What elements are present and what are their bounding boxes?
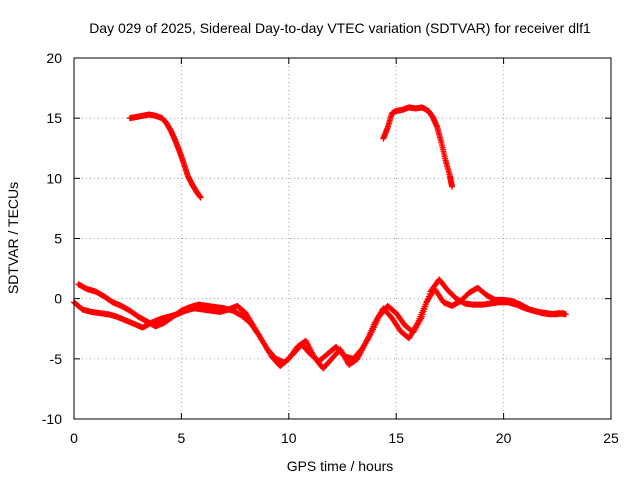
- y-tick-label: 20: [46, 50, 62, 66]
- x-tick-label: 5: [178, 430, 186, 446]
- x-tick-label: 10: [281, 430, 297, 446]
- x-tick-label: 0: [70, 430, 78, 446]
- data-point: [197, 194, 204, 201]
- y-tick-label: 0: [54, 291, 62, 307]
- x-tick-label: 25: [603, 430, 619, 446]
- series-layer: [71, 104, 569, 372]
- x-tick-label: 15: [388, 430, 404, 446]
- series-band-b: [71, 284, 567, 372]
- chart-title: Day 029 of 2025, Sidereal Day-to-day VTE…: [89, 20, 591, 36]
- grid-layer: [74, 58, 611, 419]
- y-tick-label: -10: [42, 411, 62, 427]
- series-arc-early: [126, 111, 204, 201]
- axis-layer: 0 5 10 15 20 25 -10 -5 0 5 10 15 20: [42, 50, 619, 446]
- y-axis-label: SDTVAR / TECUs: [5, 182, 21, 294]
- y-tick-label: 10: [46, 170, 62, 186]
- x-axis-label: GPS time / hours: [287, 458, 394, 474]
- data-point: [449, 183, 456, 190]
- y-tick-label: 5: [54, 231, 62, 247]
- x-tick-label: 20: [496, 430, 512, 446]
- data-point: [560, 310, 567, 317]
- y-tick-label: -5: [50, 351, 63, 367]
- y-tick-label: 15: [46, 110, 62, 126]
- series-arc-late: [380, 104, 456, 190]
